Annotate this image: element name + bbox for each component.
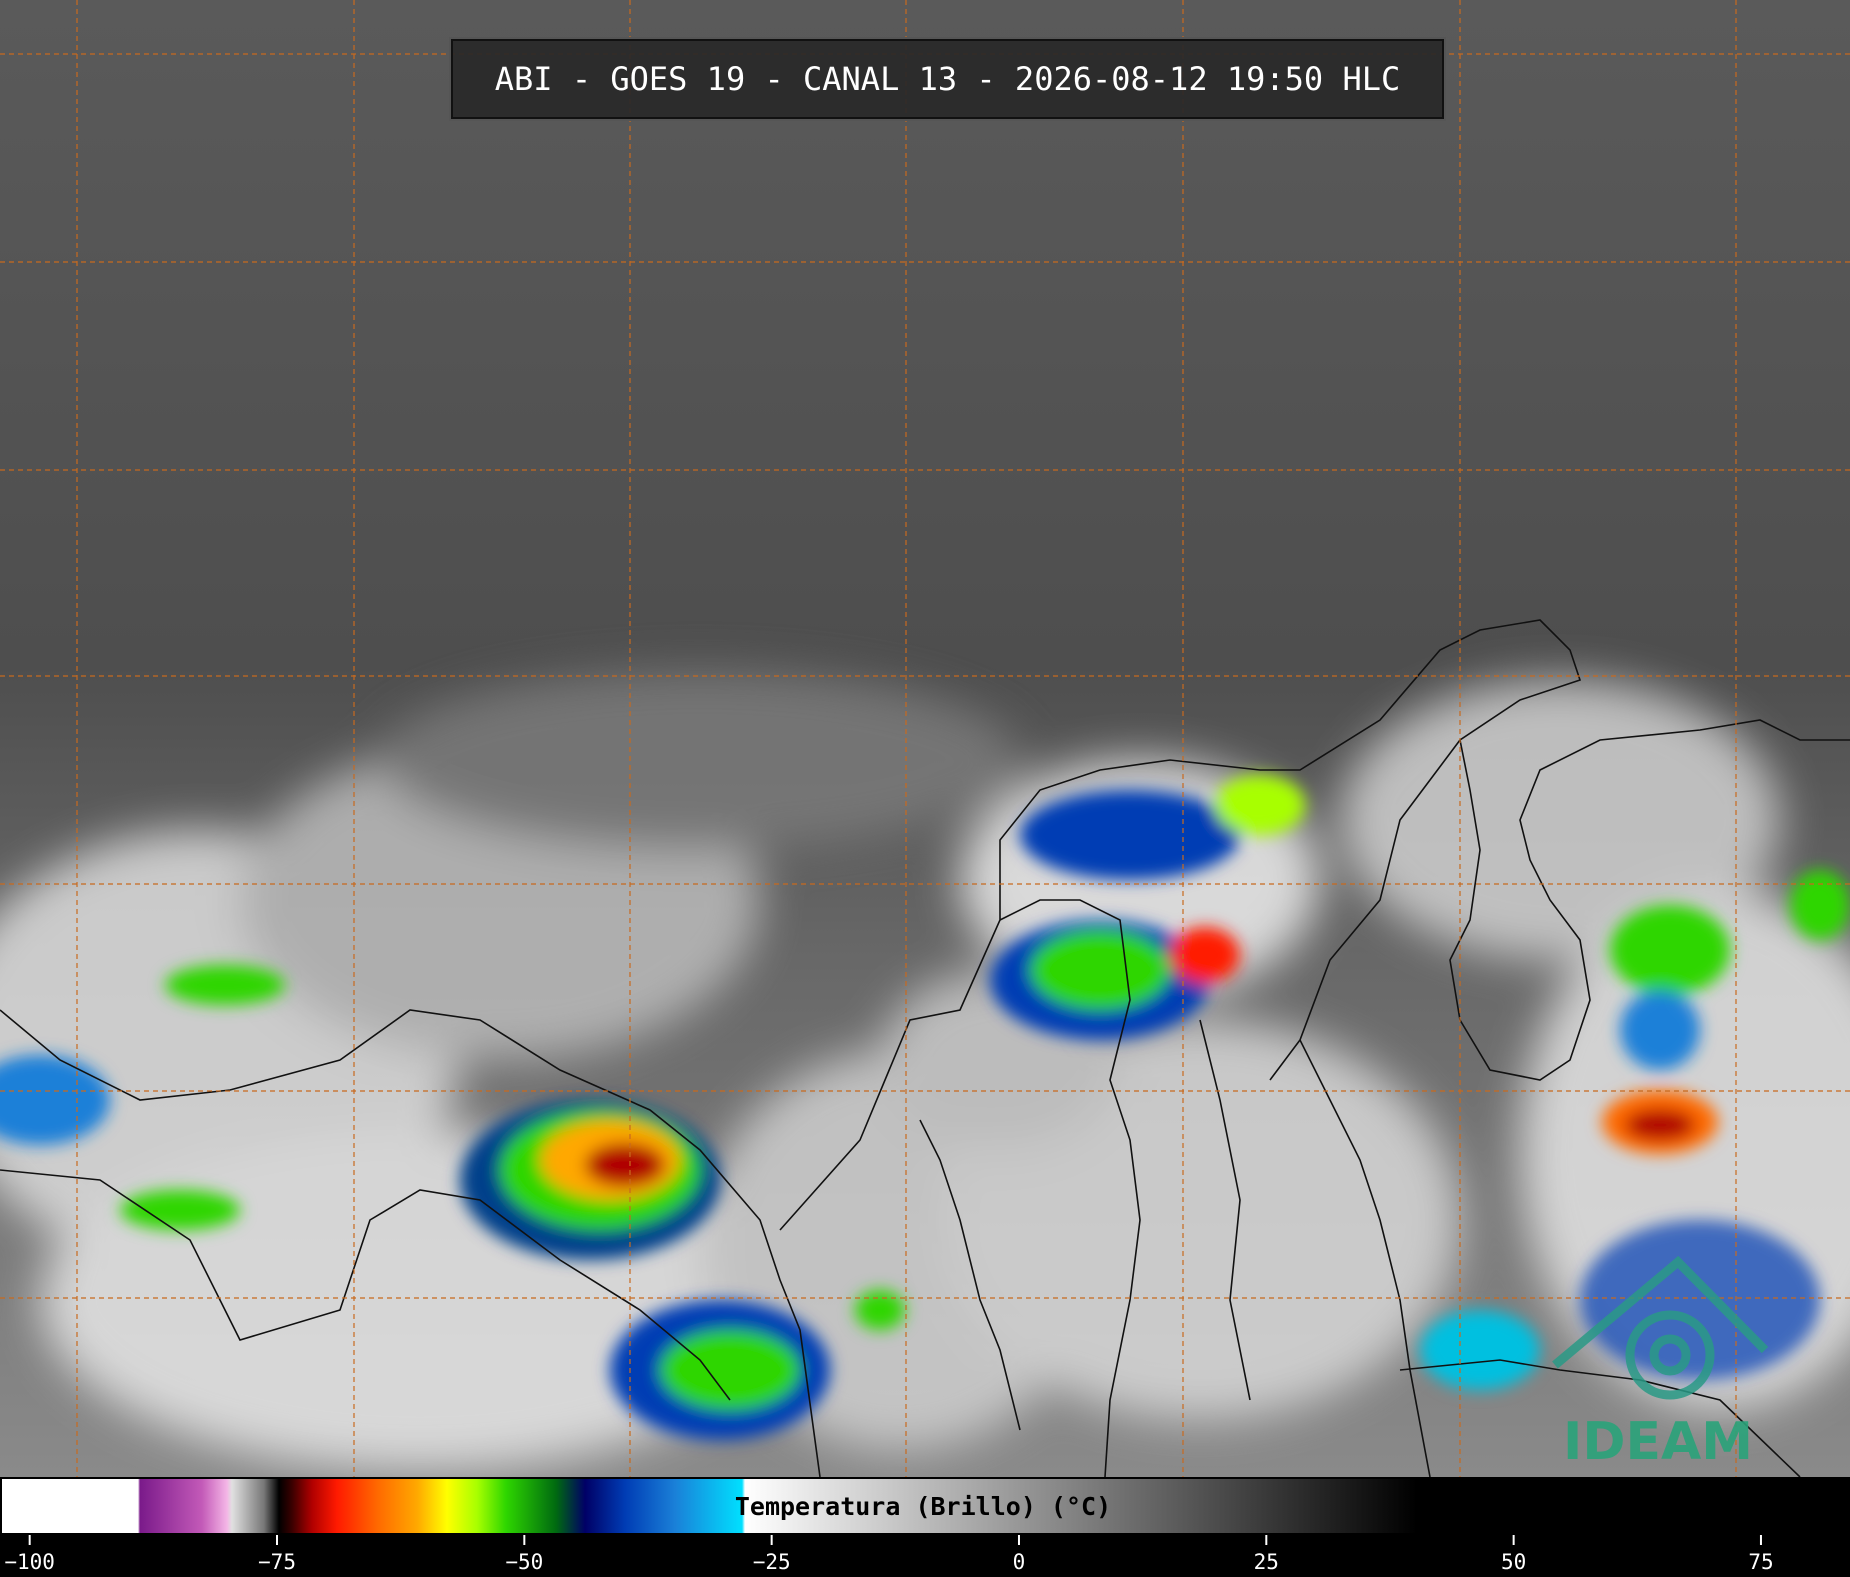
colorbar-label: Temperatura (Brillo) (°C) [734,1491,1112,1521]
tick-label: −25 [753,1550,791,1574]
tick-label: −50 [505,1550,543,1574]
colorbar [0,1477,1850,1535]
tick-label: 75 [1748,1550,1773,1574]
logo: IDEAM [1563,1412,1754,1472]
title: ABI - GOES 19 - CANAL 13 - 2026-08-12 19… [451,39,1444,119]
tick-label: −100 [4,1550,55,1574]
borders [0,619,1850,1477]
tick-label: 25 [1254,1550,1279,1574]
tick-label: 50 [1501,1550,1526,1574]
logo-mark [1552,1255,1769,1400]
colorbar-ticks: −100 −75 −50 −25 0 25 50 75 [4,1535,1774,1574]
satellite-map [0,0,1850,1477]
graticule [0,0,1850,1477]
tick-label: −75 [258,1550,296,1574]
tick-label: 0 [1013,1550,1026,1574]
